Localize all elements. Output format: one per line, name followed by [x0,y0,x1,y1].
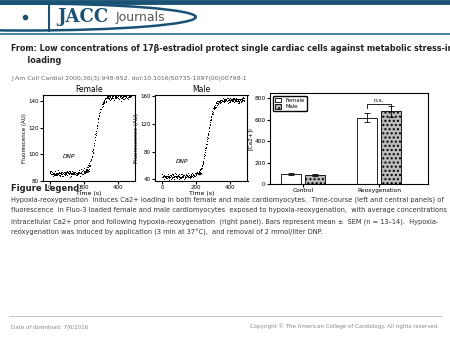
Text: DNP: DNP [176,160,188,164]
X-axis label: Time (s): Time (s) [76,191,102,196]
Y-axis label: [Ca2+]i: [Ca2+]i [248,127,253,150]
Text: JACC: JACC [57,8,108,26]
Text: DNP: DNP [63,154,76,159]
Text: Journals: Journals [116,10,166,24]
Text: reoxygenation was induced by application (3 min at 37°C),  and removal of 2 mmol: reoxygenation was induced by application… [11,229,323,236]
Y-axis label: Fluorescence (AU): Fluorescence (AU) [22,113,27,163]
Text: Date of download: 7/6/2016: Date of download: 7/6/2016 [11,324,89,329]
Text: n.s.: n.s. [374,98,384,103]
Legend: Female, Male: Female, Male [273,96,306,112]
Bar [281,174,301,184]
Text: intracellular Ca2+ prior and following hypoxia-reoxygenation  (right panel). Bar: intracellular Ca2+ prior and following h… [11,218,439,225]
Text: Figure Legend:: Figure Legend: [11,184,83,193]
Y-axis label: Fluorescence (AU): Fluorescence (AU) [134,113,139,163]
Text: Copyright © The American College of Cardiology. All rights reserved.: Copyright © The American College of Card… [250,324,439,330]
Bar [357,118,377,184]
Text: fluorescence  in Fluo-3 loaded female and male cardiomyocytes  exposed to hypoxi: fluorescence in Fluo-3 loaded female and… [11,207,450,213]
Bar [381,111,400,184]
Text: From: Low concentrations of 17β-estradiol protect single cardiac cells against m: From: Low concentrations of 17β-estradio… [11,44,450,53]
Text: Hypoxia-reoxygenation  induces Ca2+ loading in both female and male cardiomyocyt: Hypoxia-reoxygenation induces Ca2+ loadi… [11,196,444,203]
X-axis label: Time (s): Time (s) [189,191,214,196]
Text: J Am Coll Cardiol 2000;36(3):948-952. doi:10.1016/S0735-1097(00)00798-1: J Am Coll Cardiol 2000;36(3):948-952. do… [11,76,247,81]
Bar [305,175,324,184]
Title: Male: Male [192,85,211,94]
Text: loading: loading [11,56,62,65]
Title: Female: Female [75,85,103,94]
